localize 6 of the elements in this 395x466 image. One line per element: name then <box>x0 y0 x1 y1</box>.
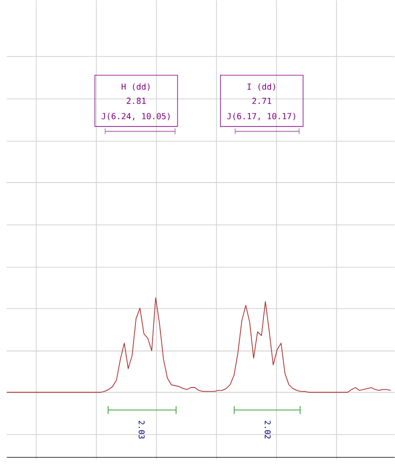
text: 2.81 <box>126 98 146 104</box>
text: I (dd) <box>247 83 276 91</box>
text: J(6.24, 10.05) <box>101 112 170 120</box>
text: 2.71 <box>252 98 272 104</box>
text: J(6.17, 10.17) <box>227 112 296 120</box>
text: H (dd) <box>122 83 150 91</box>
